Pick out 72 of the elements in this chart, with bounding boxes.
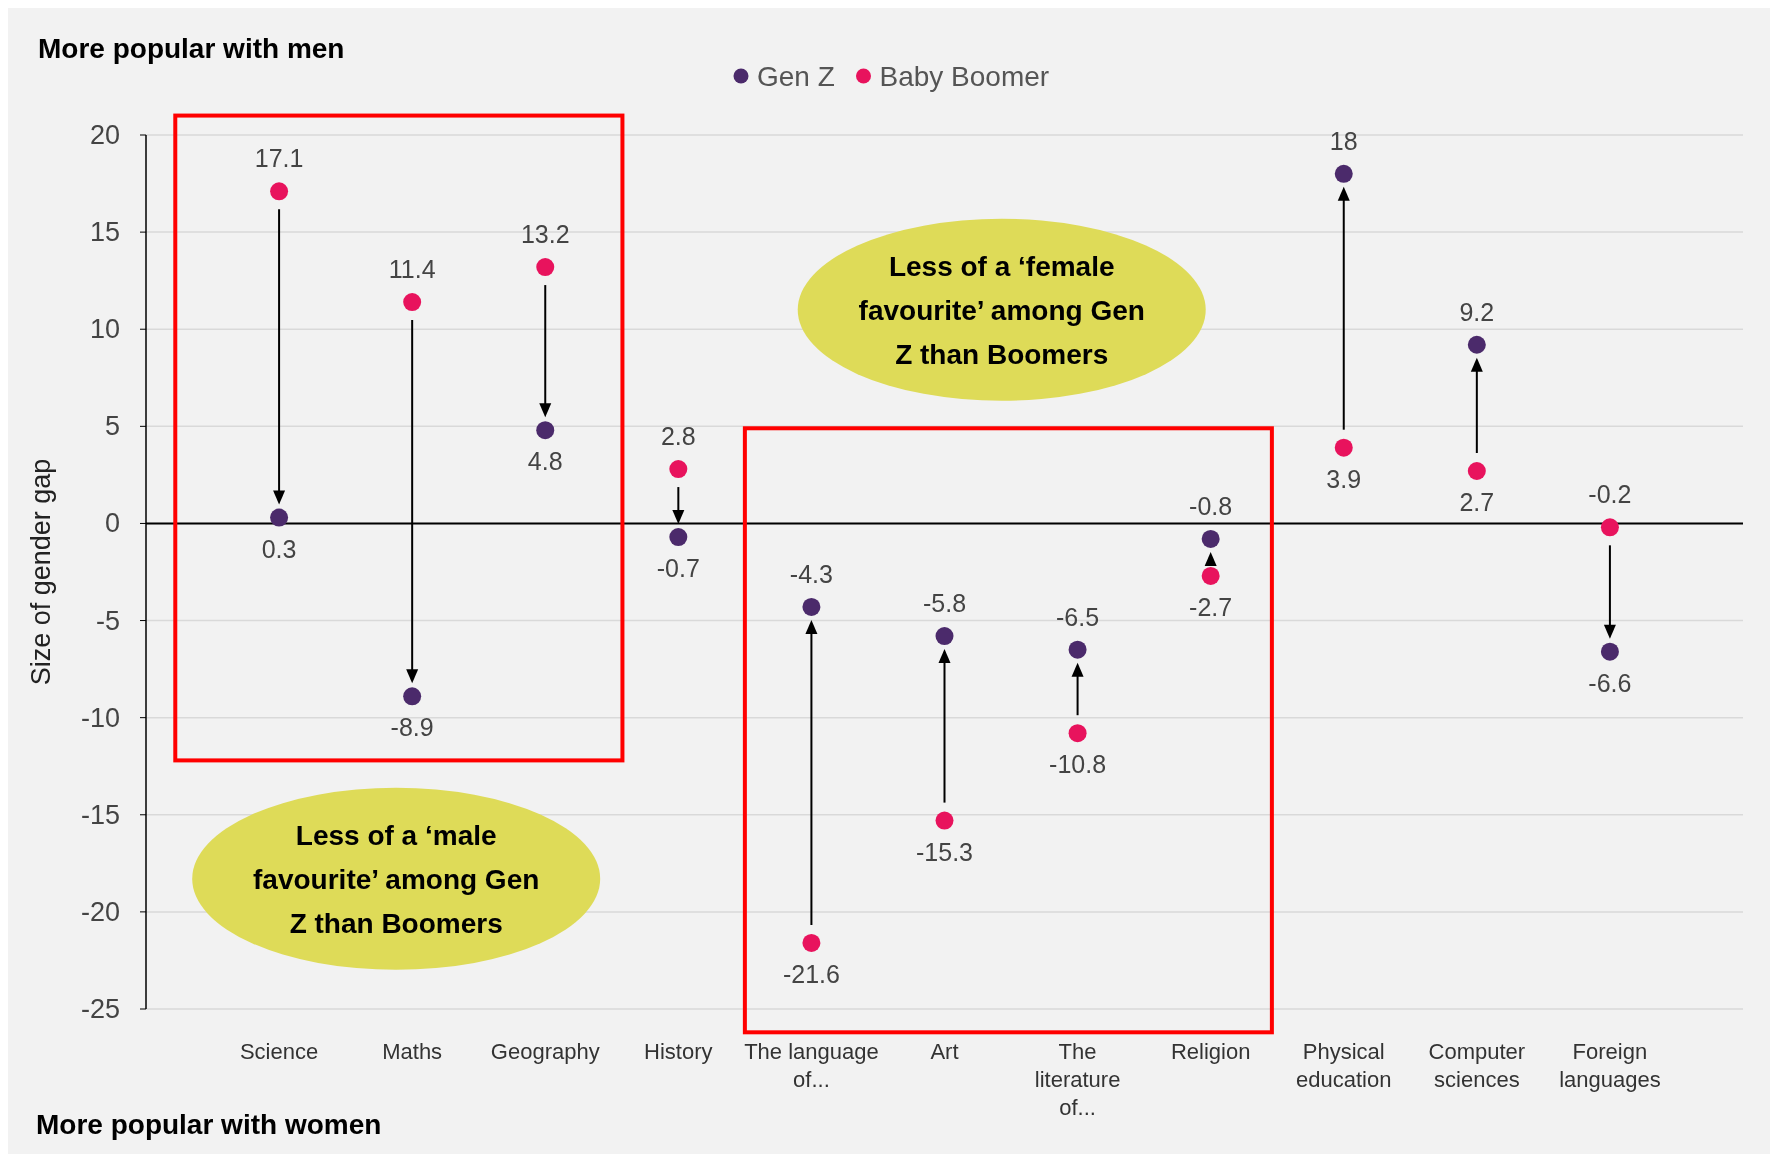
- point: [403, 687, 422, 706]
- data-label: -0.8: [1189, 491, 1233, 520]
- y-axis-title: Size of gender gap: [26, 458, 56, 686]
- x-tick-label: Foreign languages: [1559, 1039, 1661, 1092]
- x-tick-label: Physical education: [1296, 1039, 1392, 1092]
- y-tick-label: 20: [89, 120, 120, 150]
- data-label: 2.7: [1459, 488, 1495, 516]
- data-label: -15.3: [916, 837, 973, 866]
- data-label: -6.5: [1056, 602, 1100, 631]
- y-tick-label: -25: [80, 994, 120, 1024]
- data-label: 17.1: [254, 144, 304, 173]
- legend-label: Gen Z: [757, 61, 835, 92]
- data-label: -5.8: [922, 589, 967, 618]
- data-label: 11.4: [388, 255, 436, 284]
- point: [669, 460, 688, 479]
- annotation: Less of a ‘male favourite’ among Gen Z than Boomers: [253, 819, 540, 939]
- data-label: 18: [1329, 126, 1358, 155]
- data-label: 13.2: [520, 220, 570, 249]
- point: [935, 811, 954, 830]
- point: [1334, 164, 1353, 183]
- data-label: 3.9: [1326, 464, 1362, 493]
- point: [1201, 566, 1220, 585]
- data-label: -21.6: [782, 959, 840, 988]
- data-label: -6.6: [1588, 668, 1632, 697]
- point: [270, 182, 289, 201]
- x-tick-label: Computer sciences: [1428, 1039, 1526, 1092]
- x-tick-label: The language of...: [744, 1039, 879, 1092]
- point: [536, 258, 555, 277]
- text: More popular with women: [36, 1109, 382, 1140]
- point: [802, 597, 821, 616]
- point: [1068, 724, 1087, 743]
- x-tick-label: Religion: [1170, 1039, 1251, 1064]
- data-label: -4.3: [789, 559, 833, 588]
- y-tick-label: 10: [89, 314, 120, 345]
- point: [1600, 642, 1619, 661]
- point: [270, 508, 289, 527]
- point: [935, 627, 954, 646]
- x-tick-label: Geography: [490, 1039, 600, 1064]
- point: [1068, 640, 1087, 659]
- annotation: Less of a ‘female favourite’ among Gen Z than Boomers: [858, 250, 1145, 370]
- data-label: 0.3: [261, 534, 297, 563]
- data-label: -8.9: [390, 713, 434, 742]
- data-label: -2.7: [1189, 592, 1233, 621]
- x-tick-label: Maths: [382, 1039, 443, 1064]
- y-tick-label: 0: [104, 508, 120, 539]
- y-tick-label: -20: [80, 896, 120, 927]
- point: [802, 933, 821, 952]
- point: [1600, 518, 1619, 537]
- data-label: 4.8: [527, 447, 563, 476]
- x-tick-label: The literature of...: [1034, 1039, 1121, 1120]
- y-tick-label: -10: [80, 702, 120, 733]
- text: More popular with men: [38, 33, 345, 64]
- data-label: -10.8: [1049, 750, 1107, 779]
- point: [403, 293, 422, 312]
- data-label: -0.2: [1588, 480, 1632, 509]
- data-label: 9.2: [1459, 297, 1495, 326]
- y-tick-label: 5: [104, 411, 120, 442]
- point: [1201, 529, 1220, 548]
- point: [1467, 335, 1486, 354]
- point: [1467, 462, 1486, 480]
- y-tick-label: -5: [95, 605, 120, 636]
- point: [536, 421, 555, 440]
- data-label: -0.7: [656, 554, 700, 583]
- x-tick-label: History: [644, 1039, 713, 1064]
- x-tick-label: Art: [930, 1039, 959, 1064]
- y-tick-label: -15: [80, 799, 120, 830]
- point: [669, 528, 688, 547]
- data-label: 2.8: [660, 422, 696, 451]
- point: [1334, 438, 1353, 457]
- x-tick-label: Science: [239, 1039, 319, 1064]
- legend-label: Baby Boomer: [879, 61, 1050, 92]
- y-tick-label: 15: [89, 217, 120, 248]
